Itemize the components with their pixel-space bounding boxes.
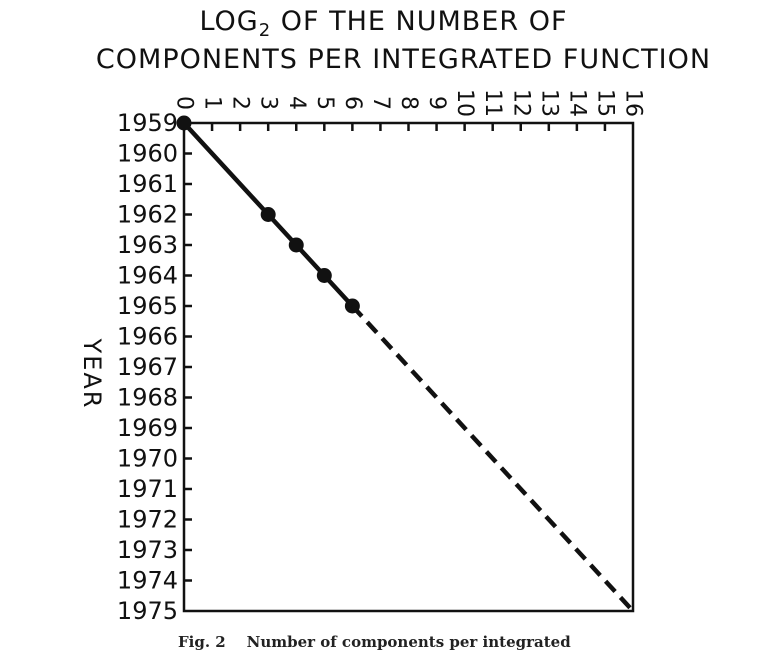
y-tick-label: 1966 — [117, 323, 178, 351]
y-tick-label: 1973 — [117, 536, 178, 564]
data-point-marker — [288, 237, 304, 253]
y-tick-label: 1968 — [117, 384, 178, 412]
data-point-marker — [260, 207, 276, 222]
data-point-marker — [176, 115, 192, 131]
y-tick-label: 1971 — [117, 475, 178, 503]
data-point-marker — [316, 268, 332, 283]
title-log-text: LOG — [199, 6, 259, 37]
title-suffix-text: OF THE NUMBER OF — [271, 6, 568, 37]
x-tick-label: 8 — [396, 96, 421, 110]
title-subscript: 2 — [258, 20, 272, 41]
chart-title-line-2: COMPONENTS PER INTEGRATED FUNCTION — [95, 44, 712, 75]
y-tick-label: 1974 — [117, 567, 178, 595]
x-tick-label: 0 — [172, 96, 197, 110]
x-tick-label: 14 — [564, 89, 589, 117]
x-tick-label: 6 — [340, 96, 365, 110]
x-tick-label: 3 — [256, 96, 281, 110]
x-tick-label: 1 — [200, 96, 225, 110]
x-tick-label: 2 — [228, 96, 253, 110]
x-tick-label: 11 — [480, 89, 505, 117]
x-tick-label: 10 — [452, 89, 477, 117]
x-tick-label: 7 — [368, 96, 393, 110]
figure-caption: Fig. 2 Number of components per integrat… — [178, 633, 571, 651]
y-tick-label: 1975 — [117, 597, 178, 625]
x-tick-label: 16 — [621, 89, 646, 117]
x-tick-label: 9 — [424, 96, 449, 110]
y-tick-label: 1961 — [117, 170, 178, 198]
y-tick-label: 1963 — [117, 231, 178, 259]
y-tick-label: 1972 — [117, 506, 178, 534]
x-tick-label: 5 — [312, 96, 337, 110]
y-tick-label: 1970 — [117, 445, 178, 473]
y-tick-label: 1960 — [117, 140, 178, 168]
x-tick-label: 12 — [508, 89, 533, 117]
x-tick-label: 13 — [536, 89, 561, 117]
x-tick-label: 15 — [592, 89, 617, 117]
extrapolated-trend-line — [350, 304, 635, 613]
x-tick-label: 4 — [284, 96, 309, 110]
y-tick-label: 1969 — [117, 414, 178, 442]
y-tick-label: 1962 — [117, 201, 178, 229]
chart-title-line-1: LOG2 OF THE NUMBER OF — [2, 6, 763, 41]
y-tick-label: 1959 — [117, 109, 178, 137]
y-tick-label: 1964 — [117, 262, 178, 290]
y-tick-label: 1965 — [117, 292, 178, 320]
y-tick-label: 1967 — [117, 353, 178, 381]
